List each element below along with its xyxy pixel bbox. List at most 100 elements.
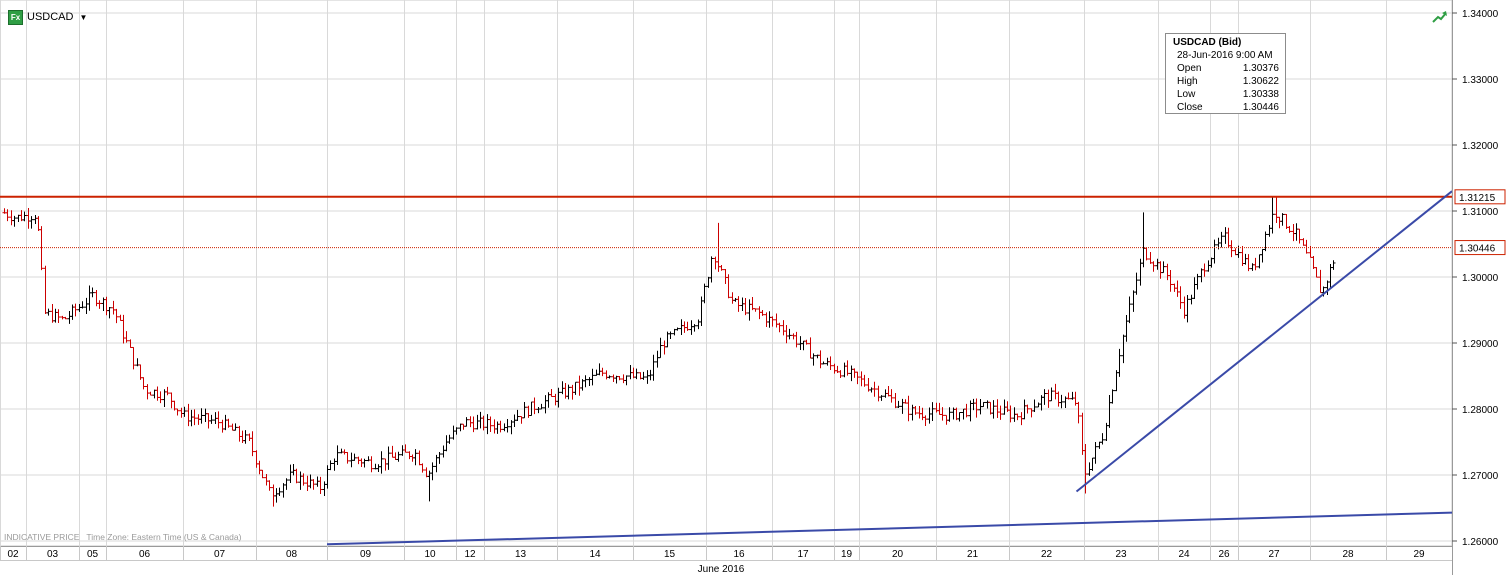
- ohlc-bar: [1246, 254, 1251, 272]
- ohlc-bar: [641, 371, 646, 380]
- fx-icon: Fx: [8, 9, 23, 25]
- ohlc-bar: [556, 387, 561, 408]
- ohlc-bars: [2, 196, 1336, 507]
- rising-trendline: [1075, 190, 1453, 493]
- overlay-lines: [0, 190, 1453, 546]
- ohlc-bar: [845, 360, 850, 376]
- info-title: USDCAD (Bid): [1173, 37, 1242, 48]
- ohlc-bar: [294, 468, 299, 484]
- ohlc-bar: [539, 403, 544, 410]
- ohlc-bar: [957, 411, 962, 422]
- ohlc-bar: [1229, 240, 1234, 258]
- x-tick-label: 28: [1342, 549, 1354, 560]
- ohlc-bar: [175, 408, 180, 416]
- chevron-down-icon[interactable]: ▼: [79, 12, 88, 22]
- marker-label: 1.31215: [1459, 193, 1496, 204]
- ohlc-bar: [437, 452, 442, 464]
- ohlc-bar: [379, 451, 384, 474]
- ohlc-bar: [56, 309, 61, 324]
- ohlc-bar: [216, 411, 221, 429]
- ohlc-bar: [981, 401, 986, 408]
- ohlc-bar: [590, 368, 595, 386]
- ohlc-bar: [804, 339, 809, 345]
- ohlc-bar: [719, 264, 724, 271]
- ohlc-bar: [420, 463, 425, 473]
- ohlc-bar: [311, 479, 316, 490]
- x-tick-label: 27: [1268, 549, 1280, 560]
- ohlc-bar: [90, 287, 95, 298]
- ohlc-bar: [634, 368, 639, 380]
- ohlc-bar: [386, 446, 391, 470]
- y-tick-label: 1.29000: [1462, 339, 1499, 350]
- ohlc-bar: [896, 400, 901, 408]
- ohlc-bar: [1331, 260, 1336, 270]
- ohlc-bar: [879, 395, 884, 401]
- symbol-label[interactable]: USDCAD: [27, 11, 74, 23]
- ohlc-bar: [97, 300, 102, 309]
- ohlc-bar: [1151, 261, 1156, 272]
- support-trendline: [326, 511, 1453, 546]
- ohlc-bar: [923, 415, 928, 426]
- trend-up-icon[interactable]: [1432, 10, 1448, 24]
- ohlc-bar: [284, 478, 289, 490]
- ohlc-bar: [243, 430, 248, 444]
- last-price-marker: 1.30446: [1454, 240, 1506, 256]
- ohlc-bar: [369, 456, 374, 473]
- x-tick-label: 03: [47, 549, 59, 560]
- ohlc-bar: [454, 427, 459, 435]
- ohlc-bar: [192, 409, 197, 426]
- ohlc-bar: [658, 337, 663, 359]
- ohlc-bar: [685, 321, 690, 331]
- ohlc-bar: [131, 346, 136, 370]
- ohlc-bar: [583, 375, 588, 388]
- ohlc-bar: [1219, 231, 1224, 248]
- y-tick-label: 1.33000: [1462, 75, 1499, 86]
- ohlc-bar: [930, 402, 935, 421]
- ohlc-bar: [277, 487, 282, 497]
- ohlc-bar: [447, 434, 452, 444]
- y-tick-label: 1.31000: [1462, 207, 1499, 218]
- ohlc-bar: [753, 308, 758, 312]
- chart-header: Fx USDCAD ▼: [8, 8, 87, 26]
- x-tick-label: 16: [733, 549, 745, 560]
- x-tick-label: 17: [797, 549, 809, 560]
- ohlc-bar: [794, 331, 799, 348]
- x-tick-label: 26: [1218, 549, 1230, 560]
- ohlc-bar: [158, 391, 163, 404]
- ohlc-bar: [199, 408, 204, 424]
- y-tick-label: 1.26000: [1462, 537, 1499, 548]
- ohlc-bar: [1127, 296, 1132, 324]
- x-tick-label: 13: [515, 549, 527, 560]
- info-row-open: Open 1.30376: [1177, 63, 1279, 74]
- ohlc-bar: [828, 356, 833, 371]
- ohlc-bar: [107, 307, 112, 319]
- ohlc-bar: [1178, 286, 1183, 309]
- x-axis-title: June 2016: [698, 564, 745, 575]
- price-markers: 1.31215 1.30446: [1454, 189, 1506, 256]
- ohlc-bar: [1066, 392, 1071, 400]
- marker-label: 1.30446: [1459, 244, 1496, 255]
- ohlc-bar: [488, 416, 493, 432]
- ohlc-bar: [80, 301, 85, 309]
- ohlc-bar: [692, 324, 697, 332]
- ohlc-bar: [889, 389, 894, 403]
- x-tick-label: 23: [1115, 549, 1127, 560]
- ohlc-bar: [1263, 231, 1268, 252]
- ohlc-bar: [736, 296, 741, 312]
- ohlc-bar: [1168, 269, 1173, 292]
- ohlc-bar: [403, 444, 408, 453]
- ohlc-bar: [726, 274, 731, 299]
- ohlc-bar: [1144, 247, 1149, 261]
- resistance-marker: 1.31215: [1454, 189, 1506, 205]
- x-tick-label: 02: [7, 549, 19, 560]
- ohlc-bar: [913, 405, 918, 415]
- ohlc-bar: [124, 331, 129, 343]
- ohlc-bar: [362, 458, 367, 468]
- ohlc-bar: [617, 376, 622, 381]
- ohlc-bar: [260, 469, 265, 479]
- x-tick-label: 29: [1413, 549, 1425, 560]
- ohlc-bar: [148, 391, 153, 396]
- ohlc-bar: [1110, 389, 1115, 404]
- ohlc-bar: [1076, 401, 1081, 424]
- x-tick-label: 08: [286, 549, 298, 560]
